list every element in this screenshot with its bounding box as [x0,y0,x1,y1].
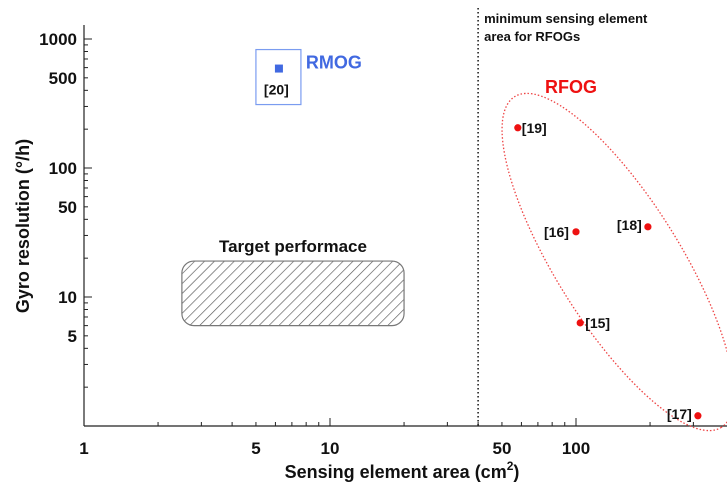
rfog-point-marker [694,412,702,420]
y-tick-label: 10 [58,288,77,307]
threshold-label-line2: area for RFOGs [484,29,580,44]
target-performance-region [181,260,405,327]
point-label: [15] [585,315,610,331]
x-axis-title-close: ) [513,462,519,482]
x-tick-label: 5 [251,439,260,458]
rmog-series-label: RMOG [306,53,362,73]
rfog-series-label: RFOG [545,77,597,97]
y-axis-ticks: 5 10 50 100 500 1000 [39,30,92,388]
rfog-point-marker [576,319,584,327]
y-tick-label: 50 [58,198,77,217]
rfog-point-marker [644,223,652,231]
x-axis-title-main: Sensing element area (cm [285,462,507,482]
x-tick-label: 50 [492,439,511,458]
x-tick-label: 10 [321,439,340,458]
point-label: [17] [667,406,692,422]
target-performance-label: Target performace [219,237,367,256]
x-tick-label: 1 [79,439,88,458]
y-axis-title: Gyro resolution (°/h) [13,139,33,313]
y-tick-label: 5 [68,327,77,346]
data-points: [20] [19] [16] [18] [15] [17] [264,64,702,422]
rfog-group-ellipse [501,92,727,432]
point-label: [18] [617,217,642,233]
x-tick-label: 100 [562,439,590,458]
point-label: [16] [544,224,569,240]
x-axis-title-sup: 2 [507,459,514,473]
y-tick-label: 100 [49,159,77,178]
rfog-point-marker [514,124,522,132]
y-tick-label: 1000 [39,30,77,49]
x-axis-title: Sensing element area (cm2) [285,459,520,482]
y-tick-label: 500 [49,69,77,88]
threshold-label-line1: minimum sensing element [484,11,648,26]
rmog-point-marker [274,64,283,73]
x-axis-ticks: 1 5 10 50 100 [79,418,694,458]
point-label: [19] [522,120,547,136]
rfog-point-marker [572,228,580,236]
point-label: [20] [264,82,289,98]
rmog-group-box [255,48,302,106]
